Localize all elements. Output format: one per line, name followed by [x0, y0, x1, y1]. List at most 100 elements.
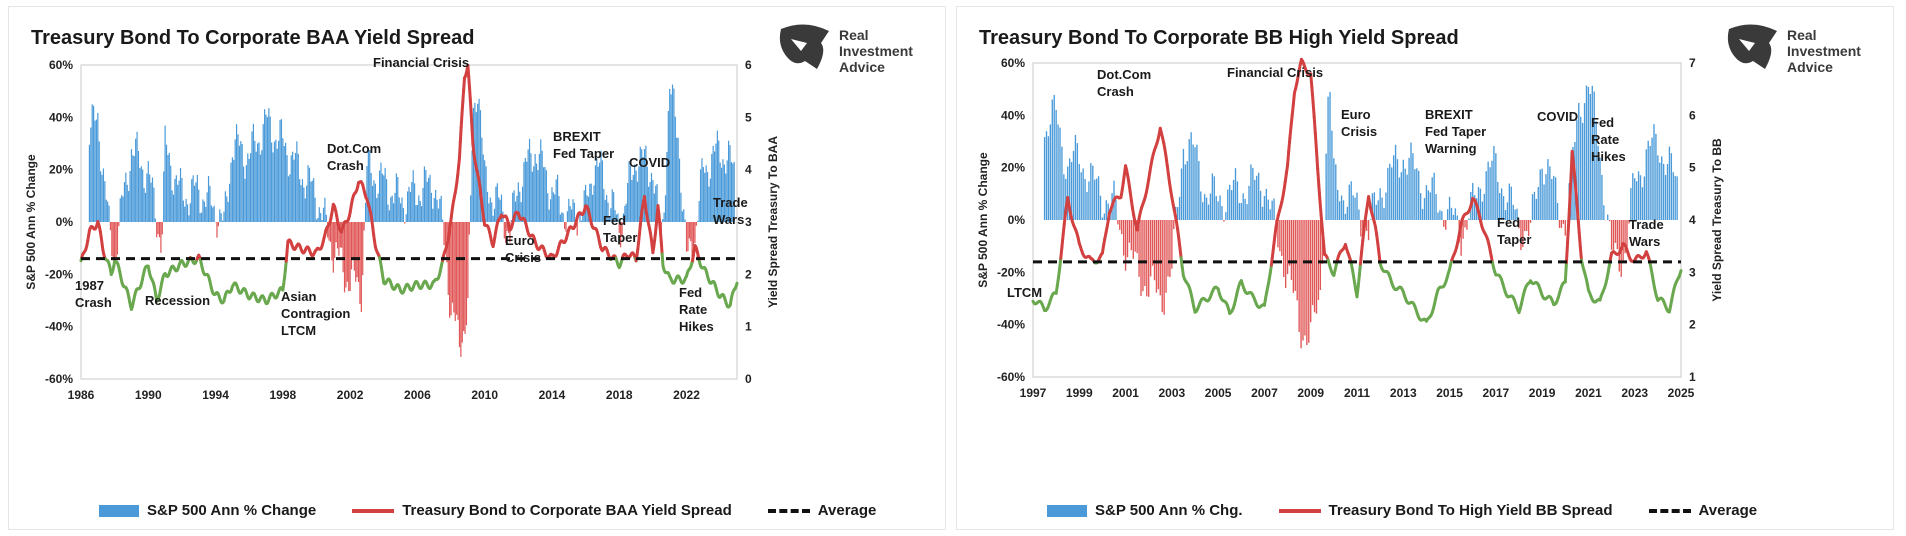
sp500-bar: [423, 166, 426, 222]
x-tick-label: 2018: [606, 388, 633, 402]
sp500-bar: [1348, 184, 1350, 220]
sp500-bar: [1489, 167, 1491, 220]
sp500-bar: [164, 125, 166, 222]
spread-line-segment: [1289, 113, 1294, 128]
sp500-bar: [230, 162, 232, 222]
sp500-bar: [673, 88, 675, 222]
sp500-bar: [1657, 155, 1659, 220]
y-tick-label: -20%: [45, 267, 73, 281]
sp500-bar: [1581, 122, 1584, 220]
chart-baa: 60% 40% 20% 0% -20% -40% -60% 6 5 4 3 2 1 0 1986 1990 19…: [24, 55, 780, 402]
sp500-bar: [116, 222, 119, 255]
sp500-bar: [1340, 195, 1343, 220]
logo-line2: Investment: [839, 43, 913, 59]
sp500-bar: [1412, 153, 1414, 220]
sp500-bar: [1553, 175, 1555, 220]
sp500-bar: [160, 222, 162, 253]
sp500-bar: [1344, 213, 1347, 220]
sp500-bar: [1607, 214, 1609, 220]
sp500-bar: [1286, 220, 1289, 275]
sp500-bar: [157, 222, 159, 235]
sp500-bar: [1402, 159, 1404, 220]
sp500-bar: [690, 222, 692, 242]
sp500-bar: [119, 198, 121, 222]
sp500-bar: [297, 153, 299, 222]
sp500-bar: [401, 197, 403, 222]
sp500-bar: [129, 171, 131, 222]
sp500-bar: [1248, 185, 1250, 220]
sp500-bar: [177, 184, 179, 222]
sp500-bar: [390, 197, 392, 222]
sp500-bar: [1371, 193, 1374, 220]
sp500-bar: [1443, 220, 1445, 227]
sp500-bar: [1367, 220, 1370, 241]
sp500-bar: [373, 180, 375, 222]
y-right-tick-label: 1: [745, 320, 752, 334]
sp500-bar: [408, 186, 410, 222]
sp500-bar: [1418, 170, 1420, 220]
sp500-bar: [611, 189, 613, 222]
sp500-bar: [1134, 220, 1136, 252]
spread-line-segment: [1568, 173, 1573, 201]
y-tick-label: 0%: [56, 215, 74, 229]
sp500-bar: [582, 213, 584, 222]
sp500-bar: [88, 144, 91, 222]
sp500-bar: [435, 189, 437, 222]
sp500-bar: [669, 88, 671, 222]
annotation: Fed Rate Hikes: [679, 285, 714, 334]
sp500-bar: [732, 163, 734, 222]
sp500-bar: [590, 183, 592, 222]
sp500-bar: [1265, 188, 1268, 220]
sp500-bar: [336, 222, 339, 249]
sp500-bar: [237, 134, 239, 222]
annotation: Financial Crisis: [1227, 65, 1323, 80]
sp500-bar: [1261, 206, 1264, 220]
sp500-bar: [463, 222, 465, 331]
sp500-bar: [1078, 164, 1080, 220]
x-tick-label: 2017: [1483, 386, 1510, 400]
sp500-bar: [332, 222, 334, 273]
sp500-bar: [1099, 195, 1102, 220]
sp500-bar: [357, 222, 360, 283]
sp500-bar: [348, 222, 350, 292]
sp500-bar: [1500, 188, 1503, 220]
sp500-bar: [280, 119, 283, 222]
spread-line-segment: [458, 126, 463, 144]
y-tick-label: 60%: [49, 58, 73, 72]
sp500-bar: [97, 112, 99, 222]
annotation: Euro Crisis: [505, 233, 541, 265]
sp500-bar: [1327, 96, 1329, 220]
spread-line-segment: [1061, 222, 1066, 237]
sp500-bar: [1651, 137, 1653, 220]
sp500-bar: [1244, 198, 1246, 220]
sp500-bar: [573, 202, 576, 222]
sp500-bar: [1391, 167, 1393, 220]
sp500-bar: [639, 146, 641, 222]
sp500-bar: [283, 146, 285, 222]
sp500-bar: [144, 192, 147, 222]
legend: S&P 500 Ann % Chg. Treasury Bond To High…: [1047, 502, 1757, 519]
spread-line-segment: [462, 76, 467, 92]
sp500-bar: [426, 181, 428, 222]
sp500-bar: [1335, 164, 1337, 220]
sp500-bar: [429, 174, 431, 222]
sp500-bar: [102, 168, 105, 222]
sp500-bar: [544, 167, 546, 222]
logo-line3: Advice: [839, 59, 885, 75]
sp500-bar: [1431, 177, 1433, 220]
sp500-bar: [615, 214, 618, 222]
sp500-bar: [729, 145, 731, 222]
sp500-bar: [547, 193, 549, 222]
sp500-bar: [1445, 220, 1447, 230]
sp500-bar: [1485, 171, 1487, 220]
sp500-bar: [179, 168, 182, 222]
sp500-bar: [360, 222, 362, 313]
sp500-bar: [1518, 220, 1520, 229]
sp500-bar: [1462, 220, 1464, 239]
sp500-bar: [709, 178, 711, 222]
sp500-bar: [638, 166, 640, 222]
sp500-bar: [314, 197, 316, 222]
sp500-bar: [509, 222, 511, 243]
sp500-bar: [1256, 175, 1258, 220]
sp500-bar: [151, 177, 154, 222]
